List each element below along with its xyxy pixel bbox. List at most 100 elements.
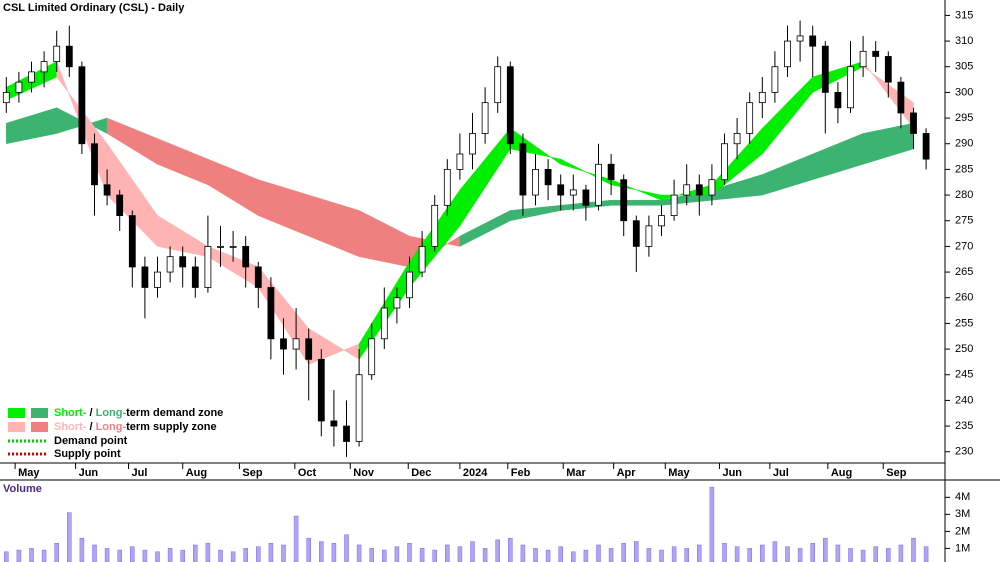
x-tick-label: May bbox=[18, 467, 40, 479]
y-tick-label: 280 bbox=[955, 189, 973, 201]
candle-body bbox=[456, 153, 464, 170]
candle-body bbox=[179, 256, 187, 268]
candle-body bbox=[834, 92, 842, 109]
volume-bar bbox=[218, 549, 223, 562]
candle-body bbox=[431, 204, 439, 247]
candle-body bbox=[910, 112, 917, 134]
y-tick-label: 1M bbox=[955, 542, 970, 554]
candle-body bbox=[897, 81, 905, 114]
candle-body bbox=[368, 338, 376, 376]
y-tick-label: 2M bbox=[955, 525, 970, 537]
legend-entry: Demand point bbox=[54, 435, 128, 447]
legend-text: / bbox=[86, 407, 95, 419]
candle-body bbox=[784, 40, 791, 68]
volume-bar bbox=[293, 515, 299, 562]
candle-body bbox=[645, 225, 653, 247]
volume-bar bbox=[382, 549, 387, 562]
candle-body bbox=[91, 143, 98, 186]
volume-bar bbox=[130, 546, 135, 562]
volume-bar bbox=[608, 548, 614, 562]
x-tick-label: Sep bbox=[886, 467, 906, 479]
candle-body bbox=[582, 189, 590, 206]
x-tick-label: Aug bbox=[186, 467, 207, 479]
legend-text: Long- bbox=[96, 421, 127, 433]
x-tick-label: Jun bbox=[79, 467, 99, 479]
candle-body bbox=[569, 189, 577, 196]
volume-bar bbox=[772, 541, 778, 562]
volume-bar bbox=[331, 543, 337, 562]
volume-bar bbox=[860, 549, 866, 562]
volume-bar bbox=[558, 546, 563, 562]
y-tick-label: 305 bbox=[955, 61, 973, 73]
volume-bar bbox=[29, 548, 34, 562]
candle-body bbox=[809, 35, 817, 47]
candle-body bbox=[40, 61, 48, 73]
candle-body bbox=[191, 266, 199, 288]
volume-bar bbox=[734, 546, 740, 562]
candle-body bbox=[758, 92, 766, 104]
candle-body bbox=[683, 184, 691, 196]
x-tick-label: Mar bbox=[566, 467, 586, 479]
y-tick-label: 310 bbox=[955, 35, 973, 47]
volume-bar bbox=[205, 543, 211, 562]
volume-bar bbox=[646, 548, 652, 562]
candle-body bbox=[771, 66, 779, 93]
volume-bar bbox=[445, 544, 450, 562]
candle-body bbox=[317, 358, 325, 422]
candle-body bbox=[796, 35, 804, 42]
x-tick-label: May bbox=[668, 467, 690, 479]
volume-bar bbox=[407, 543, 412, 562]
x-tick-label: Oct bbox=[298, 467, 317, 479]
legend-swatch bbox=[8, 408, 25, 418]
volume-bar bbox=[545, 549, 551, 562]
axes: 230 235 240 245 250 255 260 265 270 275 280 285 290 2… bbox=[14, 9, 973, 479]
volume-bar bbox=[193, 544, 198, 562]
candle-body bbox=[494, 66, 502, 104]
volume-bar bbox=[356, 544, 362, 562]
volume-bar bbox=[810, 543, 815, 562]
candle-body bbox=[217, 245, 224, 248]
volume-bar bbox=[432, 549, 437, 562]
x-tick-label: 2024 bbox=[463, 467, 488, 479]
volume-bar bbox=[823, 537, 828, 562]
candle-body bbox=[15, 81, 23, 93]
candle-body bbox=[204, 245, 212, 288]
volume-bar bbox=[180, 549, 185, 562]
candle-body bbox=[721, 143, 728, 181]
volume-bar bbox=[167, 548, 173, 562]
y-tick-label: 275 bbox=[955, 215, 973, 227]
candle-body bbox=[154, 271, 161, 288]
legend-entry: Short- / Long-term supply zone bbox=[54, 421, 217, 433]
y-tick-label: 265 bbox=[955, 266, 973, 278]
volume-bar bbox=[92, 544, 97, 562]
candle-body bbox=[141, 266, 149, 288]
volume-bar bbox=[659, 549, 664, 562]
candle-body bbox=[393, 297, 401, 309]
y-tick-label: 290 bbox=[955, 138, 973, 150]
x-tick-label: Apr bbox=[617, 467, 637, 479]
x-tick-label: Sep bbox=[242, 467, 262, 479]
candle-body bbox=[65, 45, 73, 68]
volume-bar bbox=[495, 539, 500, 562]
volume-title: Volume bbox=[3, 483, 42, 495]
legend-text: Short- bbox=[54, 421, 87, 433]
candle-body bbox=[116, 194, 124, 216]
volume-bar bbox=[583, 549, 589, 562]
candle-body bbox=[620, 179, 628, 222]
legend-entry: Supply point bbox=[54, 448, 121, 460]
candle-body bbox=[267, 287, 275, 340]
volume-bar bbox=[67, 512, 72, 562]
volume-bar bbox=[369, 548, 374, 562]
candle-body bbox=[481, 102, 489, 134]
candle-body bbox=[280, 338, 287, 350]
legend-text: term demand zone bbox=[126, 407, 223, 419]
candle-body bbox=[2, 92, 10, 104]
candle-body bbox=[166, 256, 174, 273]
volume-bar bbox=[911, 537, 916, 562]
candle-body bbox=[469, 133, 476, 155]
candle-body bbox=[103, 184, 111, 196]
candle-body bbox=[292, 338, 300, 350]
legend-text: term supply zone bbox=[126, 421, 216, 433]
demand-zone bbox=[610, 199, 662, 206]
candles bbox=[2, 20, 930, 457]
